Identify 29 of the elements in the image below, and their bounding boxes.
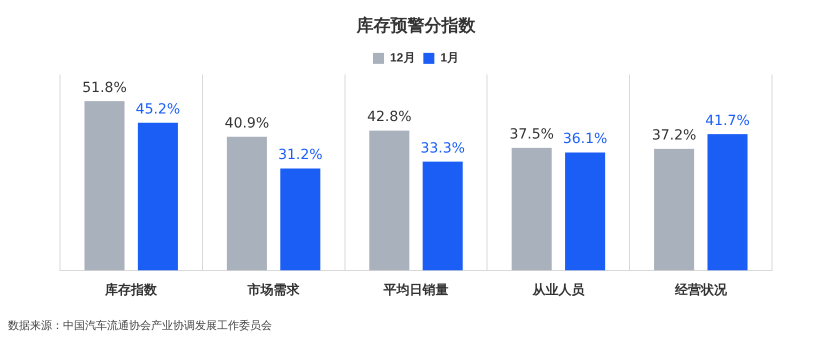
source-note: 数据来源：中国汽车流通协会产业协调发展工作委员会: [8, 318, 272, 333]
data-label: 36.1%: [562, 131, 608, 148]
data-label: 40.9%: [224, 115, 270, 132]
bar: [565, 152, 606, 270]
bar: [280, 168, 320, 270]
data-label: 33.3%: [420, 140, 465, 156]
data-label: 37.2%: [652, 128, 696, 144]
bar: [138, 122, 178, 270]
x-tick-label: 市场需求: [246, 282, 301, 297]
x-tick-label: 从业人员: [531, 282, 586, 297]
data-label: 37.5%: [509, 126, 554, 143]
x-tick-label: 经营状况: [674, 282, 728, 297]
data-label: 51.8%: [82, 80, 127, 96]
x-tick-label: 库存指数: [104, 282, 158, 297]
bar: [369, 130, 410, 270]
chart-title: 库存预警分指数: [356, 16, 476, 35]
bar: [422, 162, 463, 270]
bar: [226, 136, 267, 270]
legend-label: 1月: [440, 50, 460, 65]
bar: [654, 148, 694, 270]
bar: [84, 101, 125, 270]
legend-label: 12月: [390, 50, 416, 65]
data-label: 45.2%: [136, 101, 180, 118]
data-label: 41.7%: [705, 112, 750, 129]
x-tick-label: 平均日销量: [382, 282, 448, 297]
data-label: 31.2%: [278, 147, 323, 164]
data-label: 42.8%: [367, 109, 412, 126]
bar: [707, 134, 748, 270]
bar: [512, 148, 552, 270]
